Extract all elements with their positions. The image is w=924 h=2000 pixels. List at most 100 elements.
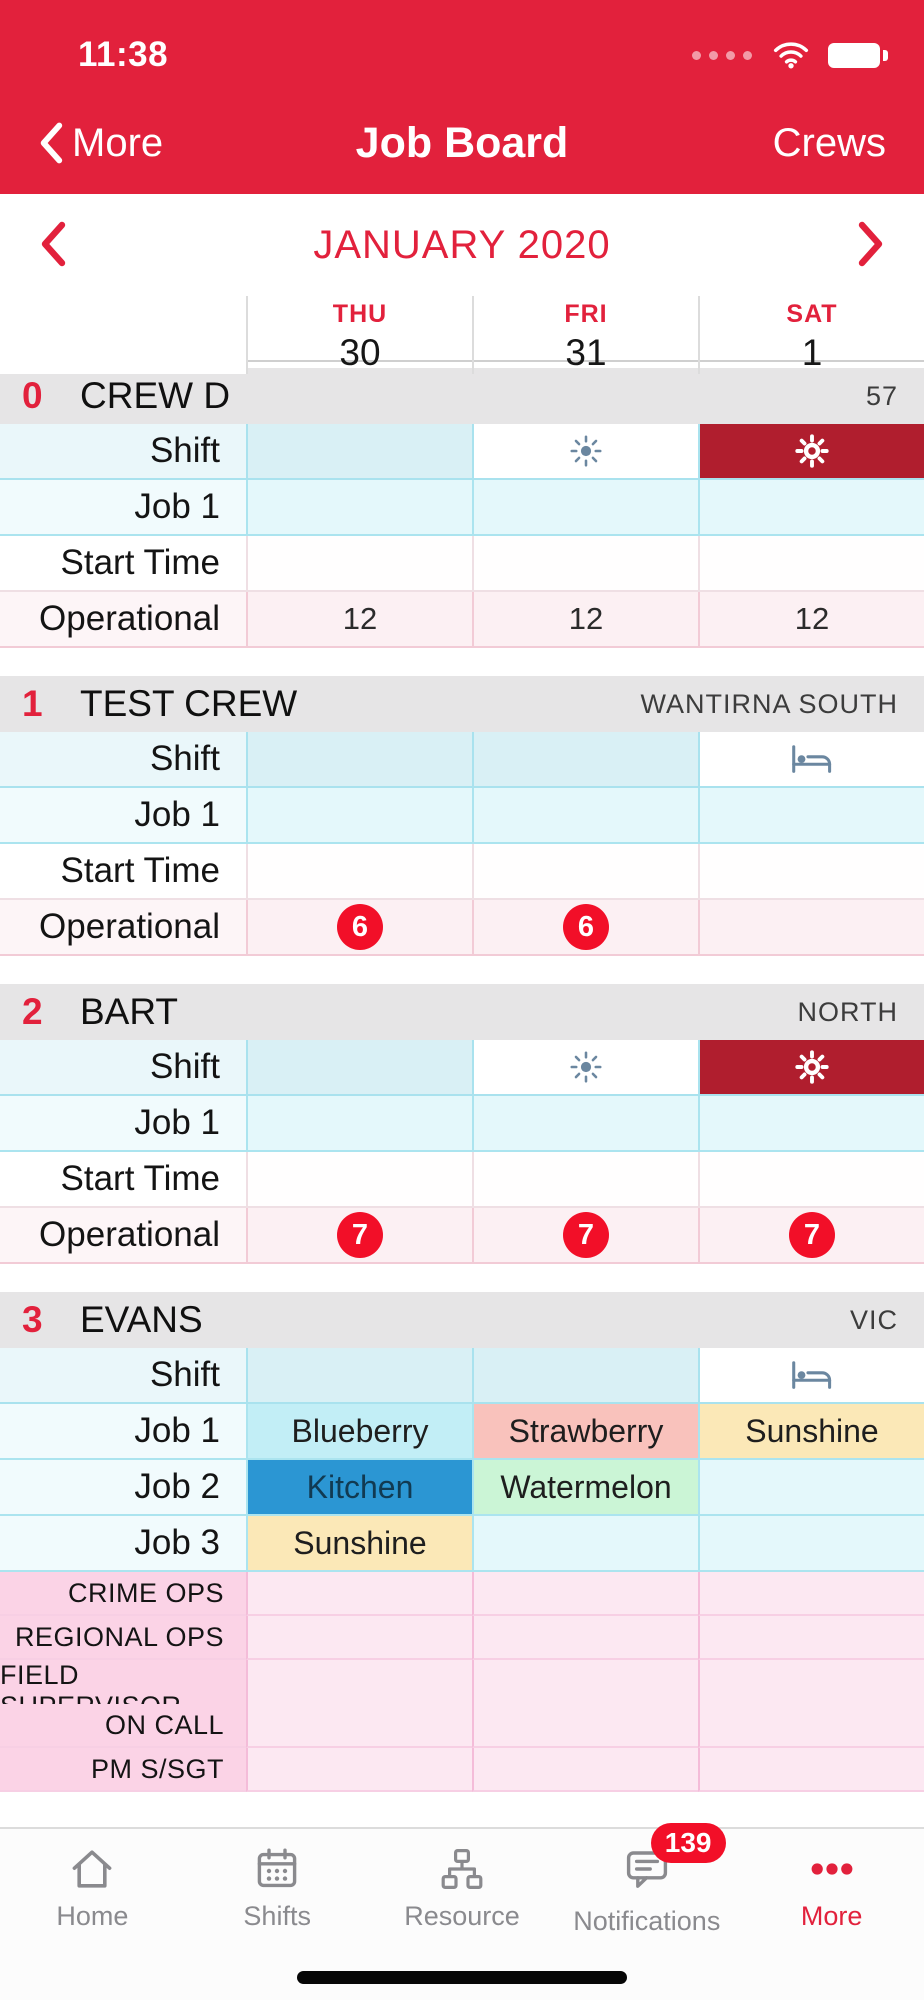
tab-label: More [800, 1901, 863, 1931]
operational-row: Operational 7 7 7 [0, 1208, 924, 1264]
role-label: ON CALL [0, 1704, 246, 1748]
job-cell[interactable] [698, 1096, 924, 1152]
role-row-crime-ops: CRIME OPS [0, 1572, 924, 1616]
back-button[interactable]: More [38, 121, 163, 166]
operational-cell[interactable]: 6 [472, 900, 698, 956]
tab-label: Notifications [573, 1906, 721, 1936]
battery-icon [828, 42, 888, 68]
tab-shifts[interactable]: Shifts [185, 1845, 370, 2000]
shift-cell[interactable] [472, 1040, 698, 1096]
start-time-cell[interactable] [246, 844, 472, 900]
shift-cell[interactable] [698, 732, 924, 788]
operational-badge: 7 [563, 1212, 609, 1258]
tab-resource[interactable]: Resource [370, 1845, 555, 2000]
role-cell[interactable] [698, 1704, 924, 1748]
prev-month-button[interactable] [38, 220, 68, 271]
day-date: 30 [339, 332, 381, 373]
job-cell[interactable] [472, 1096, 698, 1152]
role-cell[interactable] [472, 1572, 698, 1616]
crew-name: EVANS [80, 1299, 203, 1340]
job-cell[interactable]: Sunshine [246, 1516, 472, 1572]
next-month-button[interactable] [856, 220, 886, 271]
job-cell[interactable] [698, 1460, 924, 1516]
sun-icon [568, 433, 604, 469]
role-cell[interactable] [472, 1704, 698, 1748]
start-time-cell[interactable] [246, 1152, 472, 1208]
crews-button[interactable]: Crews [772, 120, 886, 165]
shift-cell[interactable] [698, 1348, 924, 1404]
operational-cell[interactable]: 12 [472, 592, 698, 648]
shift-cell[interactable] [472, 732, 698, 788]
job-assignment: Strawberry [508, 1412, 664, 1449]
job-cell[interactable] [246, 788, 472, 844]
operational-cell[interactable]: 12 [698, 592, 924, 648]
crew-section-crew-d: 0 CREW D 57 Shift Job 1 Start Time Opera… [0, 368, 924, 648]
job-assignment: Sunshine [745, 1412, 879, 1449]
shift-cell[interactable] [246, 732, 472, 788]
start-time-row: Start Time [0, 536, 924, 592]
shift-cell[interactable] [698, 1040, 924, 1096]
shift-cell[interactable] [246, 424, 472, 480]
crew-header[interactable]: 0 CREW D 57 [0, 368, 924, 424]
shift-cell[interactable] [698, 424, 924, 480]
operational-cell[interactable]: 7 [472, 1208, 698, 1264]
role-cell[interactable] [698, 1748, 924, 1792]
back-label: More [72, 120, 164, 165]
role-cell[interactable] [472, 1748, 698, 1792]
tab-home[interactable]: Home [0, 1845, 185, 2000]
day-header-row: THU 30 FRI 31 SAT 1 [0, 296, 924, 374]
notifications-icon-wrap: 139 [623, 1823, 726, 1898]
start-time-cell[interactable] [472, 1152, 698, 1208]
start-time-cell[interactable] [472, 536, 698, 592]
chevron-left-icon [38, 220, 68, 268]
role-cell[interactable] [472, 1616, 698, 1660]
operational-cell[interactable] [698, 900, 924, 956]
role-cell[interactable] [246, 1704, 472, 1748]
job-cell[interactable] [472, 1516, 698, 1572]
crew-header[interactable]: 1 TEST CREW WANTIRNA SOUTH [0, 676, 924, 732]
job-cell[interactable]: Watermelon [472, 1460, 698, 1516]
shift-cell[interactable] [246, 1040, 472, 1096]
job-cell[interactable] [472, 480, 698, 536]
role-cell[interactable] [246, 1616, 472, 1660]
job-cell[interactable] [698, 1516, 924, 1572]
job-cell[interactable]: Kitchen [246, 1460, 472, 1516]
day-abbr: FRI [564, 300, 608, 328]
crew-header[interactable]: 3 EVANS VIC [0, 1292, 924, 1348]
role-cell[interactable] [698, 1572, 924, 1616]
day-column-header-sat: SAT 1 [698, 296, 924, 374]
role-cell[interactable] [246, 1748, 472, 1792]
operational-cell[interactable]: 12 [246, 592, 472, 648]
job-cell[interactable] [246, 480, 472, 536]
tab-more[interactable]: More [739, 1845, 924, 2000]
start-time-cell[interactable] [472, 844, 698, 900]
start-time-cell[interactable] [698, 844, 924, 900]
tab-notifications[interactable]: 139 Notifications [554, 1823, 739, 2000]
crew-header[interactable]: 2 BART NORTH [0, 984, 924, 1040]
operational-cell[interactable]: 6 [246, 900, 472, 956]
job-cell[interactable] [246, 1096, 472, 1152]
job-cell[interactable] [698, 480, 924, 536]
operational-cell[interactable]: 7 [246, 1208, 472, 1264]
shift-cell[interactable] [472, 424, 698, 480]
app-header: 11:38 More Job Board Crews [0, 0, 924, 194]
shift-cell[interactable] [472, 1348, 698, 1404]
job-cell[interactable]: Sunshine [698, 1404, 924, 1460]
role-cell[interactable] [698, 1616, 924, 1660]
job-cell[interactable] [472, 788, 698, 844]
crew-index: 1 [22, 683, 43, 724]
job-cell[interactable] [698, 788, 924, 844]
operational-cell[interactable]: 7 [698, 1208, 924, 1264]
role-row-field-supervisor: FIELD SUPERVISOR [0, 1660, 924, 1724]
crew-section-bart: 2 BART NORTH Shift Job 1 Start Time Oper… [0, 984, 924, 1264]
start-time-cell[interactable] [698, 1152, 924, 1208]
start-time-cell[interactable] [698, 536, 924, 592]
home-indicator[interactable] [297, 1971, 627, 1984]
shift-cell[interactable] [246, 1348, 472, 1404]
start-time-cell[interactable] [246, 536, 472, 592]
role-cell[interactable] [246, 1572, 472, 1616]
crew-name: TEST CREW [80, 683, 298, 724]
notification-badge: 139 [650, 1823, 726, 1863]
job-cell[interactable]: Blueberry [246, 1404, 472, 1460]
job-cell[interactable]: Strawberry [472, 1404, 698, 1460]
